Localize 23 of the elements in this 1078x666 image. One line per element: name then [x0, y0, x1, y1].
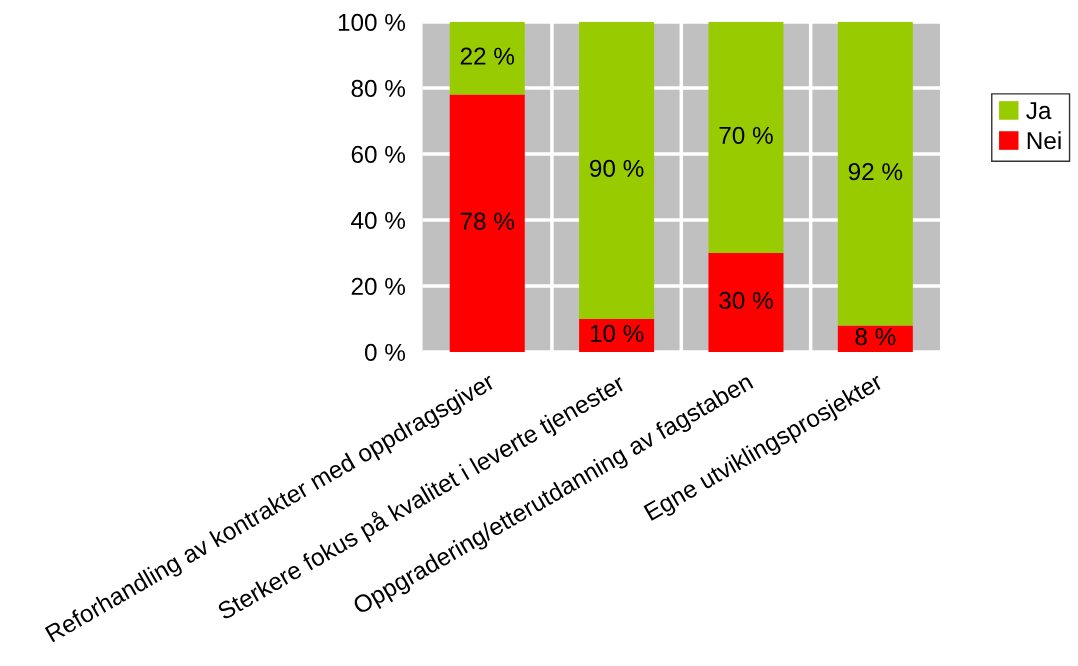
bar [837, 21, 913, 326]
bar [449, 21, 525, 95]
data-label: 70 % [719, 126, 773, 144]
y-tick-label: 0 % [364, 343, 406, 362]
data-label: 78 % [460, 212, 515, 230]
y-tick-label: 100 % [338, 13, 406, 32]
data-label: 92 % [848, 163, 903, 181]
legend-label: Nei [1027, 131, 1061, 150]
data-label: 10 % [590, 324, 644, 343]
data-label: 30 % [719, 291, 773, 310]
y-tick-label: 20 % [351, 277, 406, 296]
bar [449, 94, 525, 352]
data-label: 90 % [590, 159, 644, 177]
y-tick-label: 60 % [351, 145, 406, 164]
bar [579, 318, 655, 352]
y-tick-label: 80 % [351, 79, 406, 98]
bar [708, 21, 784, 253]
y-tick-label: 40 % [351, 211, 406, 230]
bar [579, 21, 655, 319]
legend-label: Ja [1026, 102, 1052, 120]
data-label: 22 % [460, 47, 515, 65]
data-label: 8 % [855, 328, 896, 346]
bar [708, 252, 784, 352]
